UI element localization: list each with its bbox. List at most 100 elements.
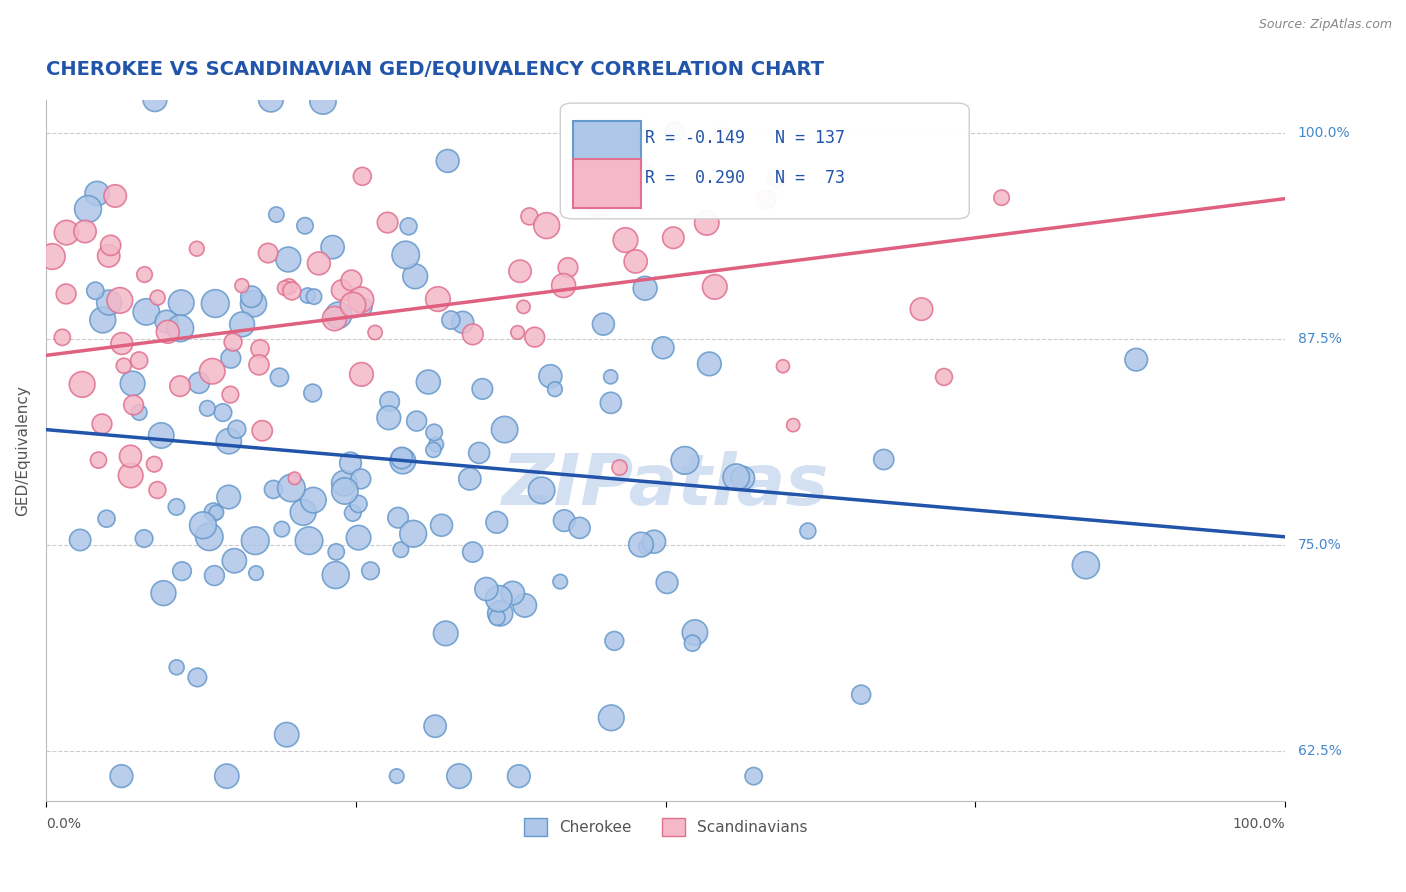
Point <box>86 186 108 201</box>
Point <box>205 506 228 520</box>
Point <box>655 575 678 590</box>
Point <box>98 295 121 310</box>
Point <box>502 586 524 600</box>
Point <box>652 341 675 355</box>
Point <box>430 518 453 533</box>
Point <box>468 446 491 460</box>
Point <box>198 530 221 544</box>
Point <box>662 231 685 245</box>
Point <box>485 516 508 530</box>
Point <box>249 342 271 356</box>
Point <box>772 359 794 374</box>
Point <box>513 599 536 613</box>
Point <box>614 233 637 247</box>
Point <box>797 524 820 538</box>
Point <box>530 483 553 498</box>
Point <box>599 369 621 384</box>
Point <box>766 171 789 186</box>
Point <box>553 514 575 528</box>
Point <box>932 370 955 384</box>
Point <box>276 728 298 742</box>
Y-axis label: GED/Equivalency: GED/Equivalency <box>15 384 30 516</box>
Text: 100.0%: 100.0% <box>1233 817 1285 831</box>
Point <box>121 376 143 391</box>
Point <box>91 313 114 327</box>
Point <box>231 318 253 332</box>
Point <box>312 94 335 108</box>
Point <box>731 471 754 485</box>
Point <box>186 670 208 684</box>
Point <box>143 457 166 471</box>
Point <box>990 191 1012 205</box>
Point <box>77 202 100 216</box>
Point <box>440 313 463 327</box>
Point <box>219 351 242 366</box>
Point <box>257 246 280 260</box>
Point <box>405 414 427 428</box>
Point <box>553 278 575 293</box>
Point <box>202 505 225 519</box>
Point <box>302 493 325 508</box>
Point <box>204 296 226 310</box>
Point <box>449 769 471 783</box>
Point <box>557 260 579 275</box>
Point <box>436 153 458 168</box>
Point <box>536 219 558 233</box>
Point <box>328 308 350 322</box>
Point <box>486 610 509 624</box>
Point <box>548 574 571 589</box>
Point <box>643 534 665 549</box>
Point <box>699 357 721 371</box>
Legend: Cherokee, Scandinavians: Cherokee, Scandinavians <box>517 812 814 842</box>
Point <box>110 769 132 783</box>
Point <box>458 472 481 486</box>
Point <box>330 283 353 297</box>
Text: Source: ZipAtlas.com: Source: ZipAtlas.com <box>1258 18 1392 31</box>
Point <box>146 483 169 497</box>
Point <box>630 163 652 178</box>
Point <box>426 292 449 306</box>
Point <box>395 248 418 262</box>
Point <box>352 169 374 184</box>
Point <box>347 531 370 545</box>
Point <box>51 330 73 344</box>
Point <box>538 369 561 384</box>
Point <box>696 216 718 230</box>
Point <box>231 278 253 293</box>
Point <box>461 545 484 559</box>
Point <box>519 210 541 224</box>
Point <box>188 376 211 390</box>
Point <box>245 533 267 548</box>
Text: 62.5%: 62.5% <box>1298 745 1341 758</box>
Point <box>277 252 299 267</box>
Point <box>755 192 778 206</box>
Point <box>849 688 872 702</box>
Point <box>710 128 733 142</box>
Point <box>423 719 446 733</box>
Point <box>247 358 270 372</box>
Point <box>156 325 179 339</box>
Point <box>269 370 291 384</box>
Point <box>475 582 498 596</box>
Point <box>55 287 77 301</box>
Point <box>128 405 150 419</box>
Point <box>333 476 356 491</box>
Point <box>135 305 157 319</box>
Point <box>70 377 93 392</box>
Point <box>461 327 484 342</box>
Point <box>152 586 174 600</box>
Point <box>782 418 804 433</box>
Point <box>146 291 169 305</box>
Point <box>488 591 510 606</box>
Point <box>69 533 91 547</box>
Point <box>111 336 134 351</box>
Point <box>544 382 567 396</box>
Point <box>350 293 373 307</box>
Point <box>87 453 110 467</box>
Point <box>242 297 264 311</box>
Point <box>166 660 188 674</box>
Point <box>212 405 235 419</box>
Point <box>301 386 323 401</box>
Point <box>297 288 319 302</box>
Point <box>165 500 187 514</box>
